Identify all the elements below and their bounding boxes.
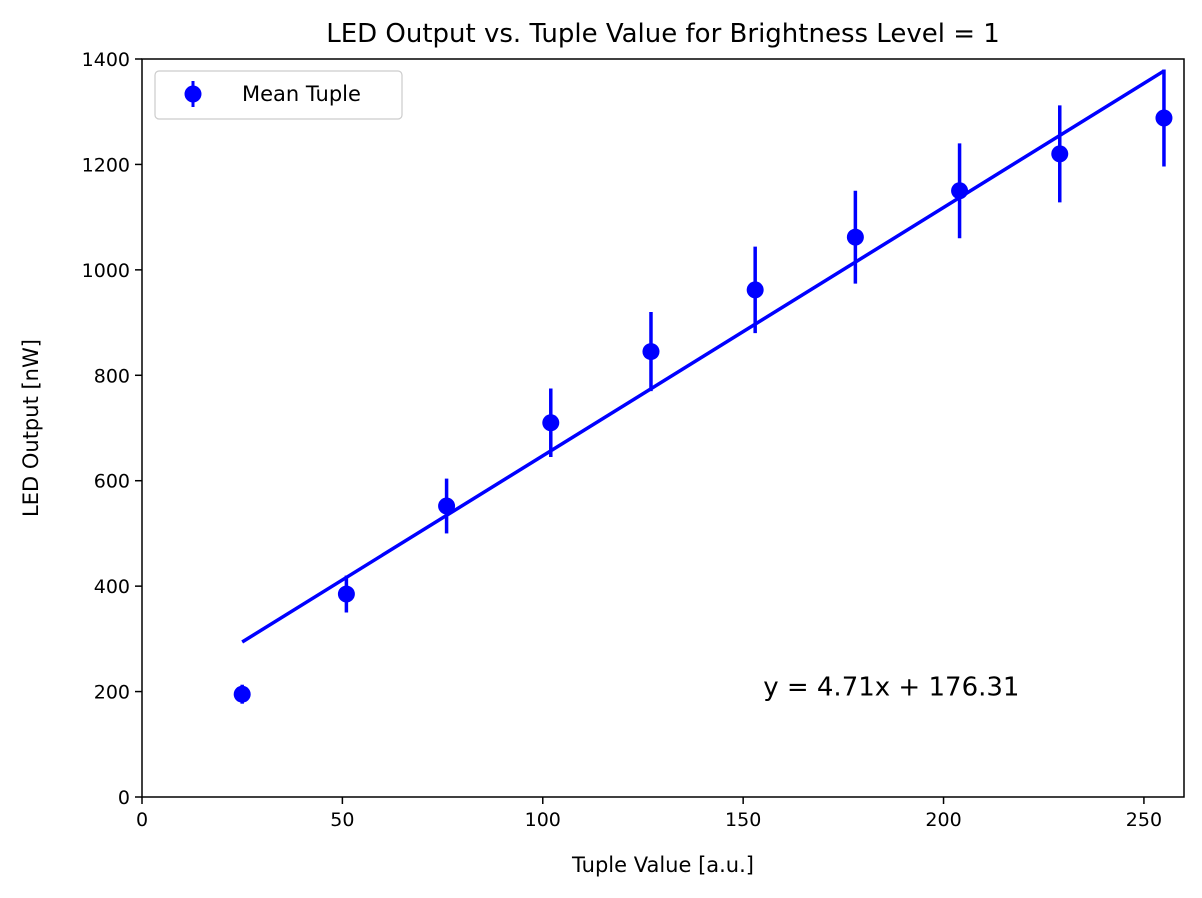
legend-point-marker <box>184 85 202 103</box>
x-tick-label: 0 <box>136 809 148 831</box>
data-point <box>1155 109 1173 127</box>
x-tick-label: 150 <box>725 809 761 831</box>
y-tick-label: 600 <box>94 471 130 493</box>
data-point <box>846 228 864 246</box>
y-tick-label: 1400 <box>82 49 130 71</box>
x-axis-label: Tuple Value [a.u.] <box>571 853 754 877</box>
data-point <box>233 685 251 703</box>
data-point <box>746 281 764 299</box>
legend: Mean Tuple <box>154 70 403 120</box>
data-point <box>337 585 355 603</box>
data-point <box>1051 145 1069 163</box>
fit-equation-annotation: y = 4.71x + 176.31 <box>763 673 1019 703</box>
data-point <box>438 497 456 515</box>
y-tick-label: 1000 <box>82 260 130 282</box>
y-tick-label: 400 <box>94 576 130 598</box>
data-point <box>542 414 560 432</box>
x-tick-label: 100 <box>525 809 561 831</box>
x-tick-label: 250 <box>1126 809 1162 831</box>
y-tick-label: 800 <box>94 365 130 387</box>
plot-frame <box>141 58 1185 798</box>
chart-title: LED Output vs. Tuple Value for Brightnes… <box>326 19 1000 49</box>
y-tick-label: 0 <box>118 787 130 809</box>
y-tick-label: 200 <box>94 682 130 704</box>
data-point <box>642 343 660 361</box>
legend-label-mean-tuple: Mean Tuple <box>242 82 361 106</box>
x-tick-label: 50 <box>330 809 354 831</box>
legend-box <box>154 70 403 120</box>
x-tick-label: 200 <box>925 809 961 831</box>
y-tick-label: 1200 <box>82 154 130 176</box>
y-axis-label: LED Output [nW] <box>19 339 43 517</box>
fit-line <box>241 69 1165 644</box>
data-point <box>951 182 969 200</box>
